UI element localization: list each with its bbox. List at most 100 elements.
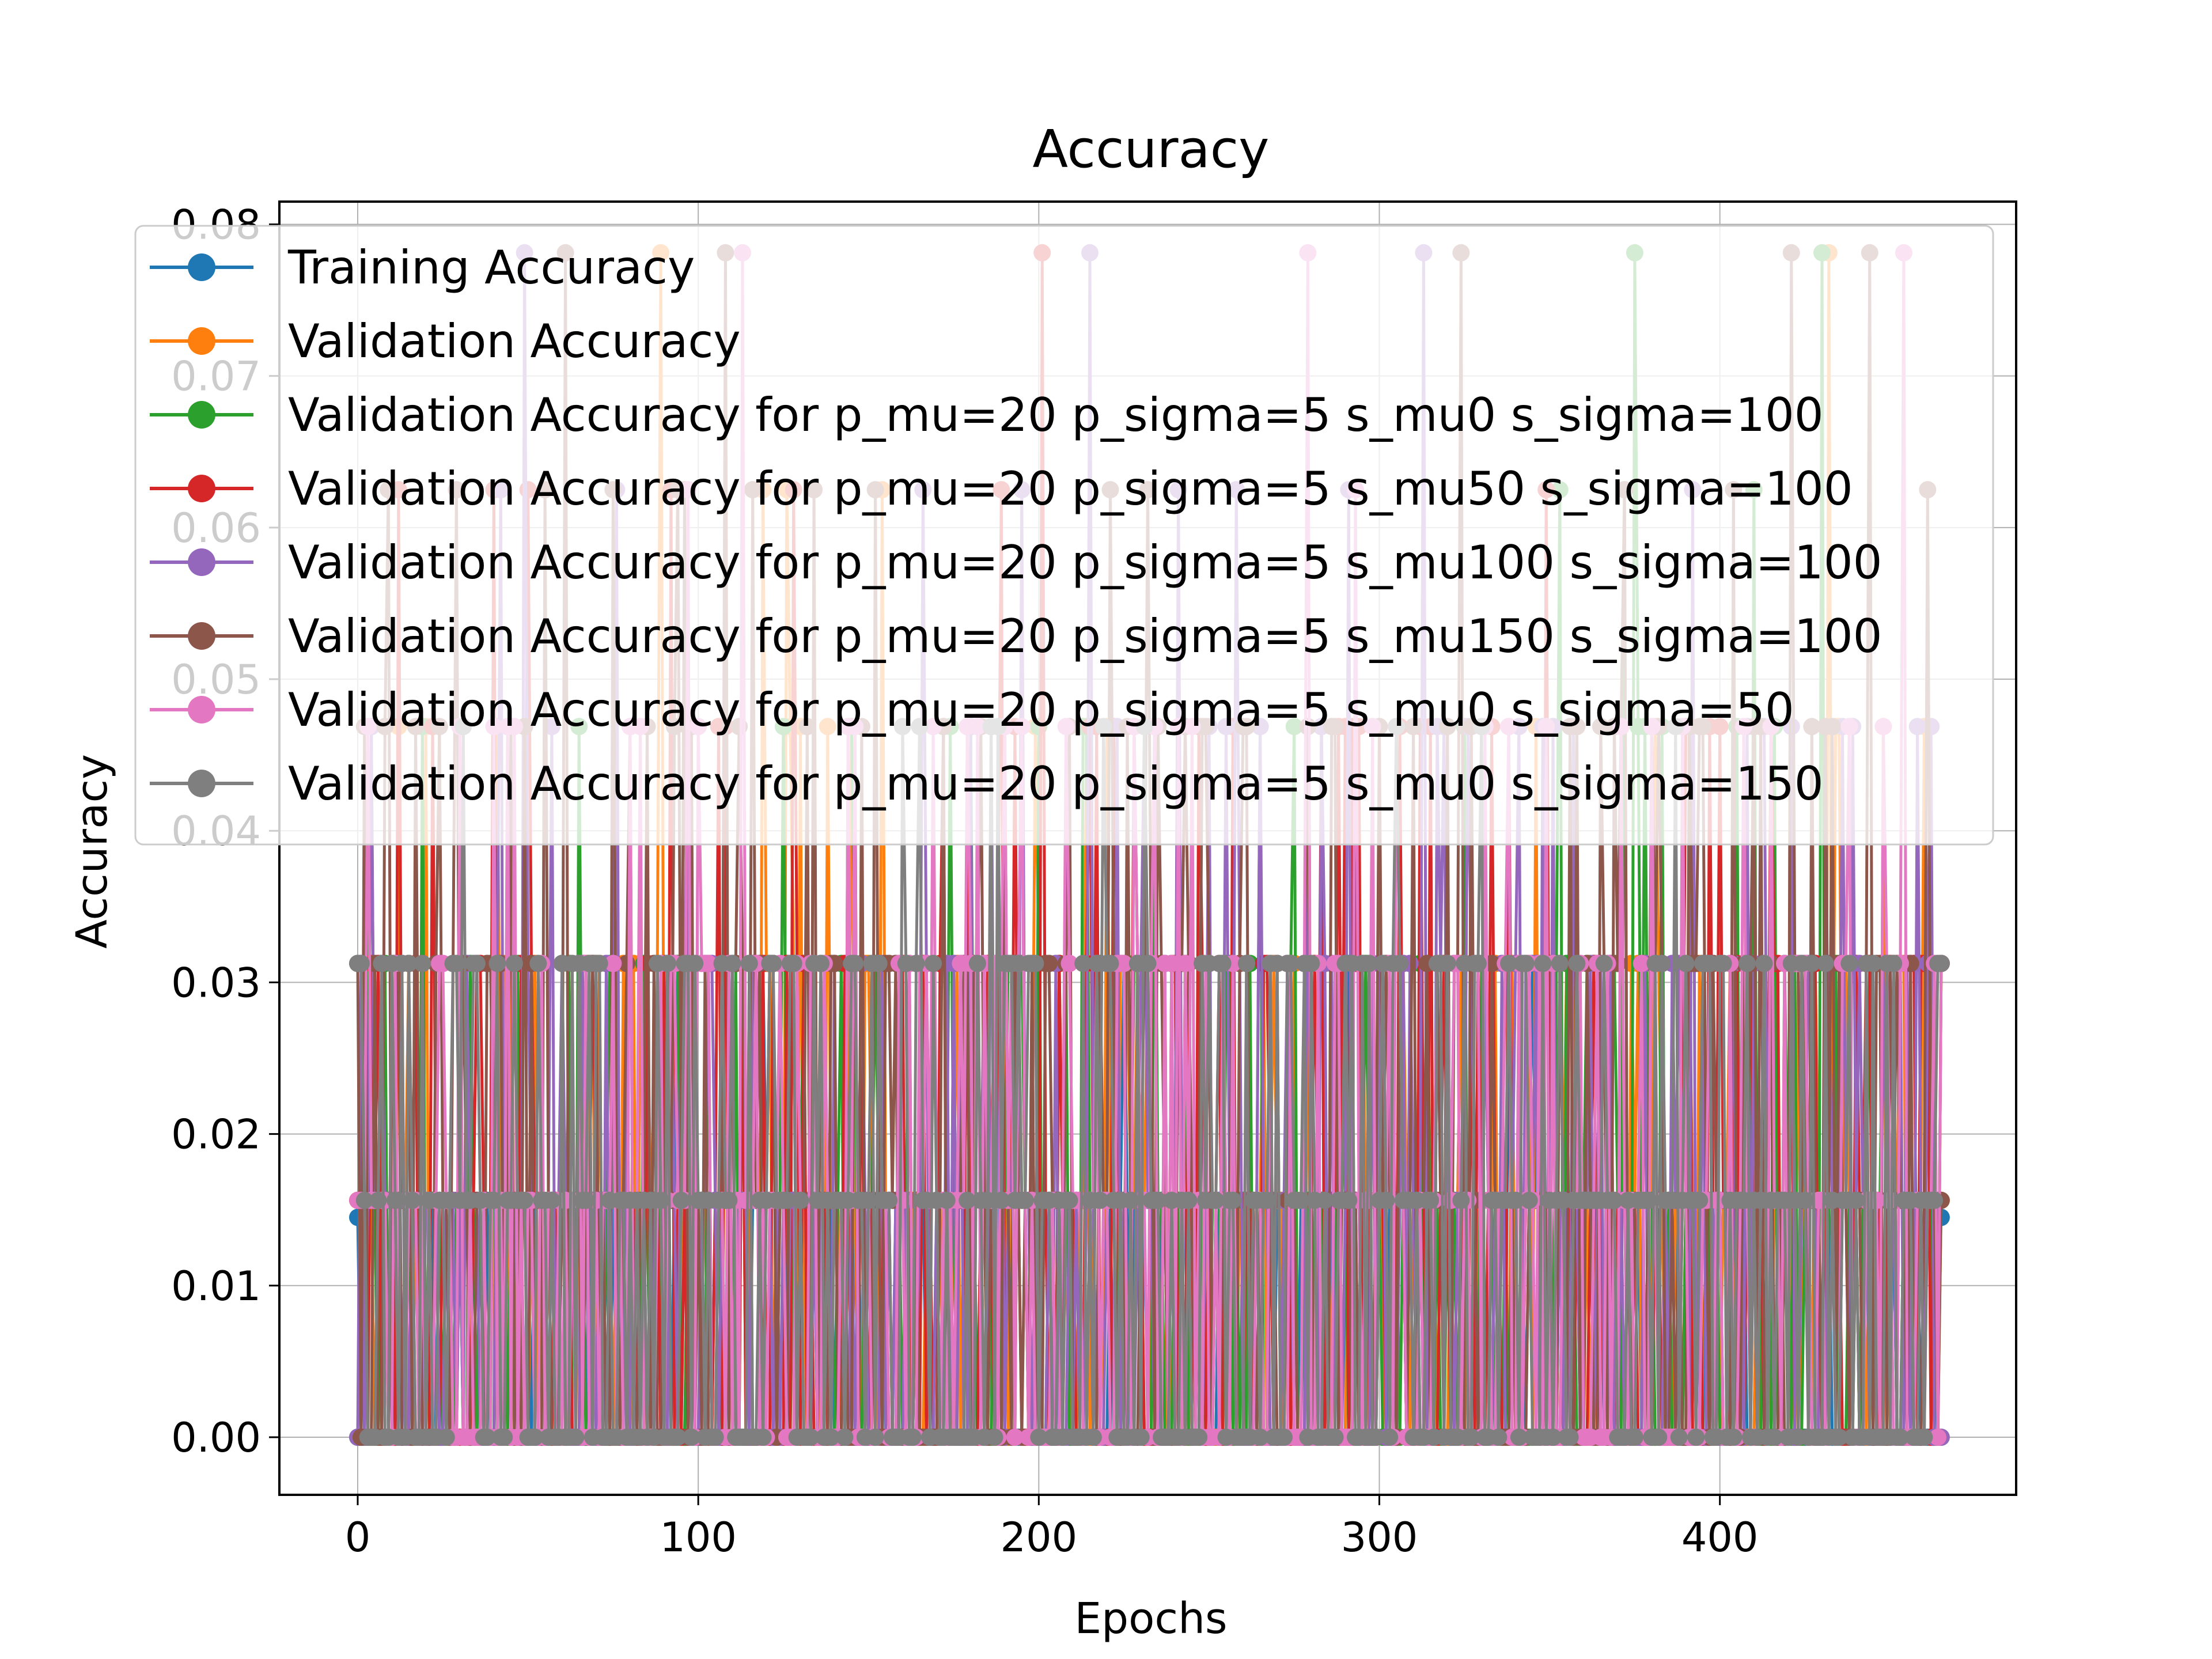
- series-8: [349, 718, 1950, 1446]
- x-tick-label: 300: [1341, 1514, 1418, 1561]
- data-point: [437, 1429, 455, 1446]
- data-point: [1507, 1191, 1524, 1209]
- data-point: [706, 1429, 724, 1446]
- legend-marker: [188, 327, 215, 355]
- data-point: [1725, 1429, 1743, 1446]
- data-point: [1803, 955, 1821, 972]
- data-point: [1830, 1429, 1848, 1446]
- data-point: [724, 955, 741, 972]
- data-point: [1282, 955, 1300, 972]
- data-point: [754, 1429, 772, 1446]
- y-tick-label: 0.03: [171, 959, 261, 1006]
- data-point: [1326, 1429, 1344, 1446]
- legend-marker: [188, 253, 215, 281]
- data-point: [1224, 1191, 1242, 1209]
- data-point: [686, 955, 704, 972]
- x-tick-label: 400: [1681, 1514, 1759, 1561]
- data-point: [1633, 955, 1650, 972]
- data-point: [1316, 1191, 1334, 1209]
- data-point: [778, 1191, 796, 1209]
- x-tick-label: 200: [1001, 1514, 1078, 1561]
- y-tick-label: 0.01: [171, 1263, 261, 1310]
- legend-label: Validation Accuracy for p_mu=20 p_sigma=…: [288, 609, 1883, 663]
- data-point: [904, 1429, 922, 1446]
- data-point: [567, 1429, 585, 1446]
- data-point: [1016, 1191, 1034, 1209]
- data-point: [526, 1429, 544, 1446]
- y-axis-label: Accuracy: [67, 754, 117, 949]
- legend-label: Validation Accuracy for p_mu=20 p_sigma=…: [288, 683, 1794, 737]
- data-point: [859, 1191, 877, 1209]
- data-point: [1275, 1429, 1293, 1446]
- data-point: [590, 955, 608, 972]
- legend-label: Training Accuracy: [287, 241, 695, 294]
- data-point: [1929, 1429, 1946, 1446]
- data-point: [1892, 1429, 1909, 1446]
- data-point: [400, 955, 418, 972]
- data-point: [1500, 955, 1518, 972]
- data-point: [672, 1191, 690, 1209]
- data-point: [740, 955, 758, 972]
- data-point: [1816, 955, 1834, 972]
- data-point: [1207, 1191, 1225, 1209]
- data-point: [791, 1191, 809, 1209]
- data-point: [1670, 1429, 1688, 1446]
- data-point: [938, 1191, 956, 1209]
- data-point: [1367, 1429, 1385, 1446]
- data-point: [1422, 1191, 1440, 1209]
- y-tick-label: 0.02: [171, 1111, 261, 1158]
- data-point: [1162, 955, 1180, 972]
- data-point: [1568, 955, 1586, 972]
- data-point: [1932, 955, 1950, 972]
- data-point: [1292, 1191, 1310, 1209]
- data-point: [1738, 955, 1756, 972]
- data-point: [387, 1191, 404, 1209]
- data-point: [652, 1191, 670, 1209]
- data-point: [1006, 1429, 1024, 1446]
- data-point: [478, 1429, 496, 1446]
- x-tick-label: 100: [660, 1514, 737, 1561]
- data-point: [1132, 1429, 1150, 1446]
- data-point: [1091, 1191, 1109, 1209]
- x-tick-label: 0: [345, 1514, 371, 1561]
- data-point: [699, 955, 717, 972]
- data-point: [658, 955, 676, 972]
- data-point: [1544, 1429, 1562, 1446]
- legend-label: Validation Accuracy for p_mu=20 p_sigma=…: [288, 757, 1824, 810]
- data-point: [1438, 955, 1456, 972]
- data-point: [959, 1191, 976, 1209]
- data-point: [1381, 1429, 1399, 1446]
- legend-entry: Validation Accuracy: [150, 315, 741, 368]
- data-point: [1490, 1429, 1508, 1446]
- data-point: [1176, 955, 1194, 972]
- legend-marker: [188, 475, 215, 502]
- legend: Training Accuracy Validation Accuracy Vali…: [134, 225, 1994, 846]
- data-point: [1060, 955, 1078, 972]
- data-point: [1864, 955, 1882, 972]
- data-point: [1755, 955, 1773, 972]
- data-point: [485, 1191, 503, 1209]
- legend-entry: Validation Accuracy for p_mu=20 p_sigma=…: [150, 536, 1883, 589]
- legend-label: Validation Accuracy: [288, 315, 741, 368]
- data-point: [866, 1429, 884, 1446]
- data-point: [414, 955, 431, 972]
- legend-label: Validation Accuracy for p_mu=20 p_sigma=…: [288, 536, 1883, 589]
- data-point: [785, 955, 802, 972]
- legend-marker: [188, 696, 215, 724]
- data-point: [720, 1191, 738, 1209]
- data-point: [1766, 1429, 1783, 1446]
- data-point: [836, 1429, 854, 1446]
- data-point: [1251, 1429, 1269, 1446]
- data-point: [1595, 955, 1613, 972]
- data-point: [1639, 1191, 1657, 1209]
- data-point: [1190, 1429, 1208, 1446]
- data-point: [812, 955, 830, 972]
- data-point: [1452, 1191, 1470, 1209]
- data-point: [1377, 1191, 1395, 1209]
- plot-area-frame: [278, 200, 2017, 1496]
- data-point: [802, 1429, 820, 1446]
- data-point: [1926, 1191, 1944, 1209]
- data-point: [543, 1191, 560, 1209]
- data-point: [529, 955, 547, 972]
- data-point: [1626, 1429, 1643, 1446]
